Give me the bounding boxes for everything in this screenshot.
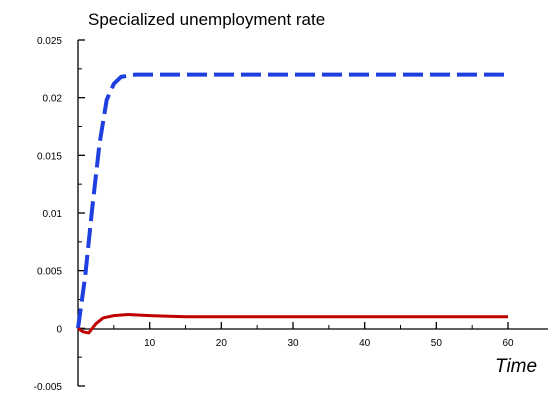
series-line-0 bbox=[76, 72, 508, 329]
y-tick-label-1: 0.02 bbox=[43, 94, 63, 105]
x-tick-label-2: 30 bbox=[287, 338, 299, 349]
y-tick-label-6: -0.005 bbox=[34, 382, 63, 393]
x-tick-label-3: 40 bbox=[359, 338, 371, 349]
x-tick-label-5: 60 bbox=[502, 338, 514, 349]
x-tick-label-0: 10 bbox=[144, 338, 156, 349]
y-tick-label-3: 0.01 bbox=[43, 209, 63, 220]
y-tick-label-2: 0.015 bbox=[37, 151, 62, 162]
y-tick-label-0: 0.025 bbox=[37, 36, 62, 47]
chart-title: Specialized unemployment rate bbox=[88, 10, 325, 29]
x-axis-label: Time bbox=[495, 356, 537, 377]
axes: 0.025 0.02 0.015 0.01 0.005 0 -0.005 10 20 30 40 50… bbox=[34, 36, 548, 393]
y-tick-label-5: 0 bbox=[56, 324, 62, 335]
y-tick-label-4: 0.005 bbox=[37, 267, 62, 278]
series-layer bbox=[76, 72, 508, 335]
series-line-1 bbox=[77, 312, 508, 335]
x-tick-label-1: 20 bbox=[216, 338, 228, 349]
x-tick-label-4: 50 bbox=[431, 338, 443, 349]
